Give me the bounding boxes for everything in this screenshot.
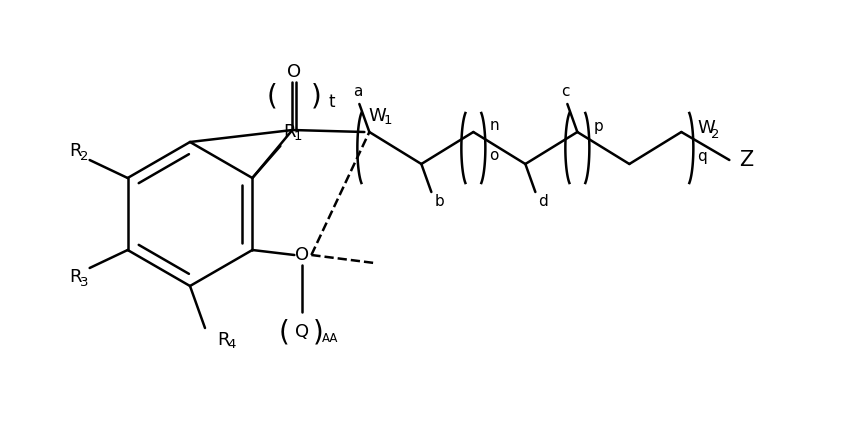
Text: 2: 2 xyxy=(711,127,720,141)
Text: O: O xyxy=(295,246,309,264)
Text: c: c xyxy=(561,85,569,100)
Text: 1: 1 xyxy=(294,130,302,143)
Text: R: R xyxy=(283,123,295,141)
Text: R: R xyxy=(70,268,82,286)
Text: 3: 3 xyxy=(79,275,88,288)
Text: o: o xyxy=(489,148,499,163)
Text: AA: AA xyxy=(322,332,339,344)
Text: (: ( xyxy=(267,83,277,111)
Text: p: p xyxy=(594,118,603,133)
Text: d: d xyxy=(538,194,548,209)
Text: ): ) xyxy=(311,83,321,111)
Text: 4: 4 xyxy=(227,338,235,351)
Text: O: O xyxy=(288,63,302,81)
Text: R: R xyxy=(70,142,82,160)
Text: t: t xyxy=(328,93,335,111)
Text: Q: Q xyxy=(295,323,309,341)
Text: 2: 2 xyxy=(79,149,88,163)
Text: ): ) xyxy=(313,318,324,346)
Text: a: a xyxy=(353,85,362,100)
Text: (: ( xyxy=(279,318,289,346)
Text: W: W xyxy=(697,119,715,137)
Text: n: n xyxy=(489,118,499,133)
Text: b: b xyxy=(435,194,444,209)
Text: Z: Z xyxy=(740,150,753,170)
Text: R: R xyxy=(217,331,230,349)
Text: q: q xyxy=(697,148,707,163)
Text: W: W xyxy=(368,107,386,125)
Text: 1: 1 xyxy=(384,115,392,127)
